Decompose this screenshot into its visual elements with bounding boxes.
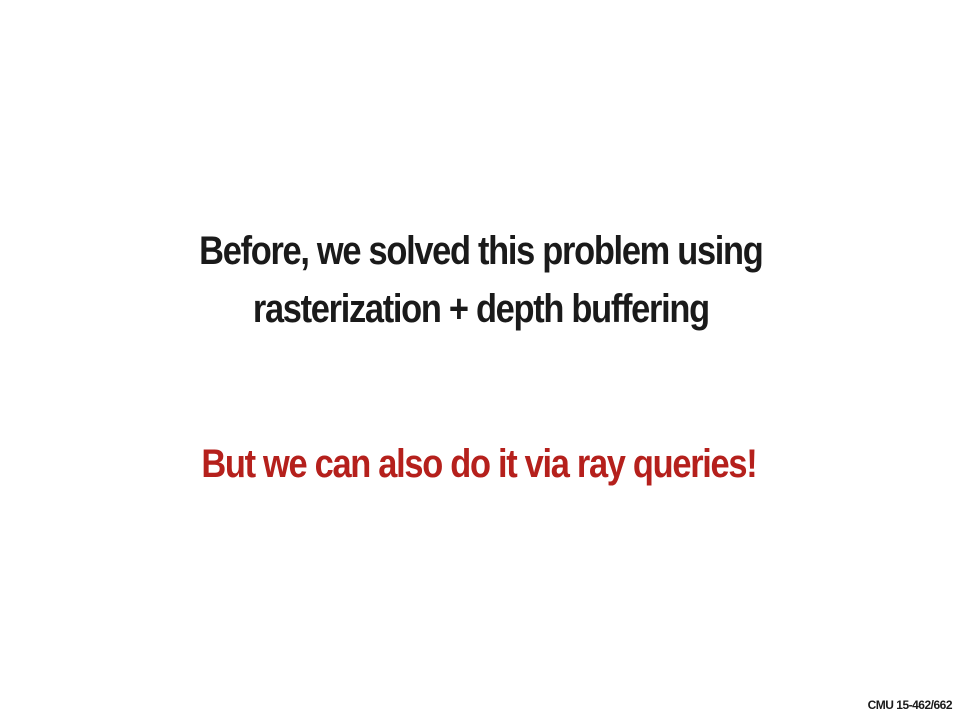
statement-line-1: Before, we solved this problem using bbox=[199, 229, 764, 273]
slide-statement: Before, we solved this problem using ras… bbox=[68, 222, 894, 338]
course-footer: CMU 15-462/662 bbox=[867, 698, 953, 712]
statement-line-2: rasterization + depth buffering bbox=[252, 287, 710, 331]
slide-highlight: But we can also do it via ray queries! bbox=[201, 442, 757, 486]
